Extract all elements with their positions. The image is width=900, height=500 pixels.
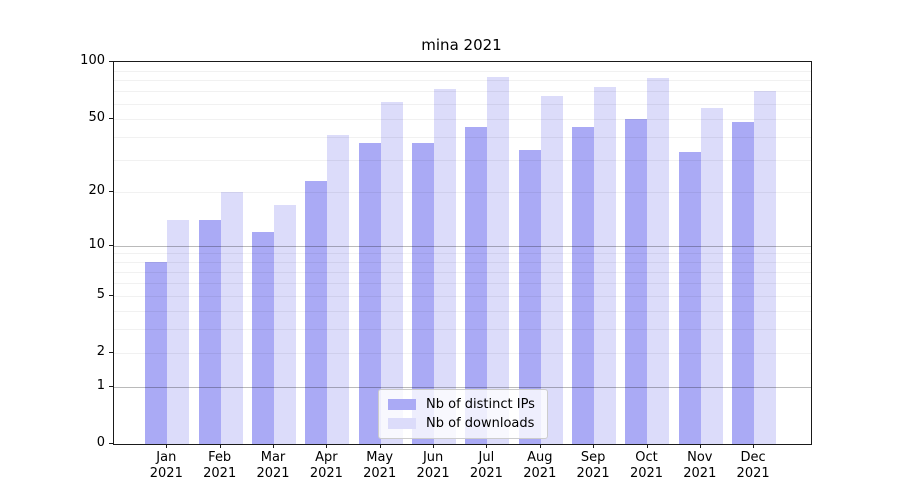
legend-swatch-distinct-ips-icon [388,399,416,410]
bars-layer [114,62,811,444]
x-tick-label-may: May 2021 [363,450,397,481]
x-tick-label-jun: Jun 2021 [416,450,450,481]
y-tick-label-50: 50 [88,109,105,125]
bar-distinct-ips-jan [145,262,168,444]
bar-distinct-ips-jul [465,127,488,444]
x-tick-jul [486,444,488,448]
x-tick-may [379,444,381,448]
bar-distinct-ips-nov [678,152,701,444]
y-tick-5 [109,294,113,296]
bar-downloads-nov [700,107,723,444]
legend-label-distinct-ips: Nb of distinct IPs [426,397,535,412]
bar-distinct-ips-mar [252,231,274,444]
x-tick-label-feb: Feb 2021 [203,450,237,481]
x-tick-jun [433,444,435,448]
y-tick-50 [109,117,113,119]
x-tick-oct [646,444,648,448]
legend-item-distinct-ips: Nb of distinct IPs [388,395,535,414]
y-tick-100 [109,61,113,62]
x-tick-feb [219,444,221,448]
x-tick-label-sep: Sep 2021 [576,450,610,481]
x-tick-label-mar: Mar 2021 [256,450,290,481]
plot-area [113,61,812,445]
bar-downloads-jan [167,219,190,444]
x-tick-label-nov: Nov 2021 [683,450,717,481]
legend-swatch-downloads-icon [388,418,416,429]
x-tick-label-oct: Oct 2021 [629,450,664,481]
bar-distinct-ips-may [358,142,381,444]
x-tick-dec [753,444,755,448]
y-tick-20 [109,191,113,192]
y-tick-label-100: 100 [80,53,105,68]
y-tick-0 [109,443,113,444]
x-tick-jan [166,444,168,448]
bar-downloads-jul [487,77,510,444]
bar-distinct-ips-jun [412,142,435,444]
bar-downloads-aug [540,96,563,444]
x-tick-apr [326,444,328,448]
bar-downloads-feb [220,192,243,444]
legend-label-downloads: Nb of downloads [426,416,535,431]
y-tick-label-1: 1 [96,377,105,393]
bar-downloads-mar [274,204,296,444]
x-tick-label-apr: Apr 2021 [309,450,343,481]
bar-distinct-ips-sep [572,127,595,444]
bar-downloads-jun [434,88,457,444]
legend-item-downloads: Nb of downloads [388,414,535,433]
x-tick-label-jul: Jul 2021 [469,450,503,481]
y-tick-label-0: 0 [96,435,105,450]
bar-distinct-ips-apr [305,180,328,444]
y-tick-label-5: 5 [96,286,105,302]
y-tick-label-20: 20 [88,183,105,198]
y-tick-2 [109,352,113,354]
bar-downloads-dec [754,91,777,444]
bar-downloads-may [380,102,403,444]
y-tick-10 [109,244,113,246]
bar-distinct-ips-oct [625,118,648,444]
x-tick-label-dec: Dec 2021 [736,450,770,481]
y-tick-label-2: 2 [96,344,105,360]
legend: Nb of distinct IPs Nb of downloads [378,389,548,439]
bar-distinct-ips-feb [198,219,221,444]
x-tick-sep [593,444,595,448]
x-tick-nov [699,444,701,448]
x-tick-aug [539,444,541,448]
y-tick-label-10: 10 [88,236,105,252]
x-tick-label-aug: Aug 2021 [523,450,557,481]
bar-downloads-apr [327,134,350,444]
x-tick-mar [273,444,274,448]
bar-downloads-oct [647,78,670,444]
bar-distinct-ips-dec [732,121,755,444]
bar-distinct-ips-aug [518,149,541,444]
x-tick-label-jan: Jan 2021 [149,450,183,481]
bar-downloads-sep [594,86,617,444]
chart-title: mina 2021 [421,36,502,54]
y-tick-1 [109,385,113,387]
